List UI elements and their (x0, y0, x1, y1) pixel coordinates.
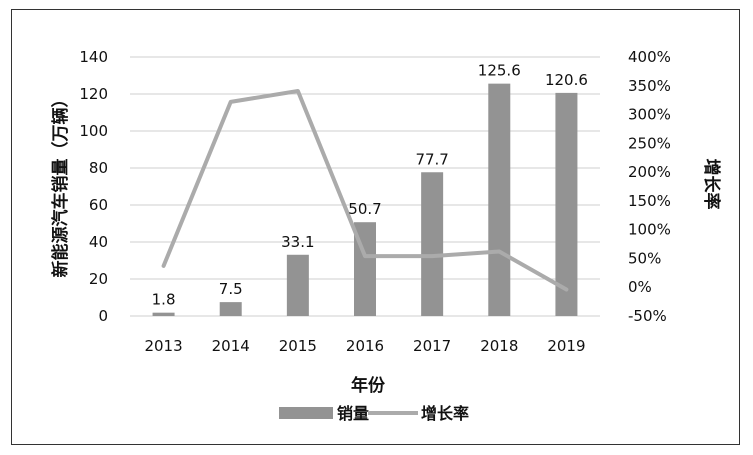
bar (286, 254, 309, 316)
growth-rate-line (161, 89, 569, 292)
gridlines (130, 56, 600, 317)
y2-tick-label: 0% (628, 278, 652, 296)
data-label: 7.5 (219, 280, 243, 298)
data-label: 125.6 (478, 62, 521, 80)
y2-tick-label: 250% (628, 134, 671, 152)
y2-tick-label: 300% (628, 106, 671, 124)
y-tick-label: 60 (89, 196, 108, 214)
data-label: 50.7 (348, 200, 381, 218)
y-tick-label: 100 (79, 122, 108, 140)
y2-tick-label: -50% (628, 307, 667, 325)
y2-axis-title: 增长率 (701, 159, 722, 210)
y-tick-label: 120 (79, 85, 108, 103)
y2-axis-ticks: -50% 0% 50% 100% 150% 200% 250% 300% 350% 400% (628, 48, 671, 325)
line-series (161, 89, 569, 292)
data-label: 1.8 (152, 291, 176, 309)
bar (421, 172, 444, 316)
y2-tick-label: 400% (628, 48, 671, 66)
x-tick-label: 2018 (480, 337, 518, 355)
y2-tick-label: 200% (628, 163, 671, 181)
y-tick-label: 0 (98, 307, 108, 325)
x-axis-title: 年份 (351, 375, 386, 396)
y-axis-title: 新能源汽车销量（万辆） (50, 91, 71, 278)
y-axis-ticks: 0 20 40 60 80 100 120 140 (79, 48, 108, 325)
bar (488, 83, 511, 316)
bar (152, 312, 175, 316)
legend-swatch-bar (279, 407, 333, 419)
bar (219, 302, 242, 316)
y2-tick-label: 100% (628, 221, 671, 239)
data-labels: 1.8 7.5 33.1 50.7 77.7 125.6 120.6 (152, 62, 588, 309)
bar (555, 92, 578, 316)
chart-frame (11, 9, 740, 445)
y2-tick-label: 50% (628, 249, 661, 267)
data-label: 120.6 (545, 71, 588, 89)
x-tick-label: 2019 (547, 337, 585, 355)
x-tick-label: 2016 (346, 337, 384, 355)
y-tick-label: 140 (79, 48, 108, 66)
y-tick-label: 20 (89, 270, 108, 288)
legend: 销量 增长率 (279, 404, 469, 423)
x-axis-ticks: 2013 2014 2015 2016 2017 2018 2019 (144, 337, 585, 355)
y2-tick-label: 350% (628, 77, 671, 95)
y2-tick-label: 150% (628, 192, 671, 210)
x-tick-label: 2017 (413, 337, 451, 355)
legend-label-bar: 销量 (337, 404, 369, 423)
data-label: 77.7 (415, 150, 448, 168)
x-tick-label: 2014 (212, 337, 250, 355)
data-label: 33.1 (281, 233, 314, 251)
x-tick-label: 2013 (144, 337, 182, 355)
x-tick-label: 2015 (279, 337, 317, 355)
y-tick-label: 40 (89, 233, 108, 251)
y-tick-label: 80 (89, 159, 108, 177)
legend-label-line: 增长率 (421, 404, 469, 423)
